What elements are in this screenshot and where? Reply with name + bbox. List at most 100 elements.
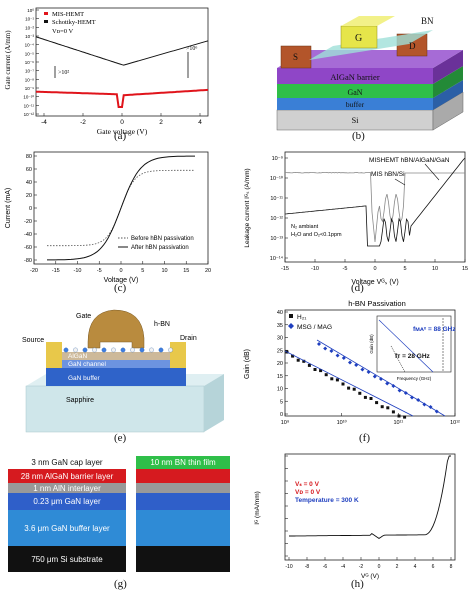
xtick-label: 4 <box>198 119 202 126</box>
label-gate: Gate <box>76 313 91 320</box>
ytick-label: 10⁻¹⁰ <box>23 95 34 100</box>
xtick-label: 10 <box>161 268 167 274</box>
panel-a-label: (a) <box>114 130 126 142</box>
h21-point <box>353 388 356 391</box>
layer-gan-cap: 3 nm GaN cap layer <box>8 456 126 470</box>
inset-ylabel: Gain (dB) <box>369 334 374 354</box>
label-hbn: h-BN <box>154 321 170 328</box>
xtick-label: -4 <box>41 119 47 126</box>
device-3d-b: S G D BN AlGaN barrier GaN buffer Si <box>237 0 474 148</box>
ytick-label: -60 <box>24 245 32 251</box>
label-bn: BN <box>421 16 434 26</box>
label-gan-buffer: GaN buffer <box>68 375 101 382</box>
layer-gan-buffer: 3.6 μm GaN buffer layer <box>8 510 126 546</box>
panel-g-label: (g) <box>114 578 127 590</box>
gan-channel <box>46 360 186 368</box>
chart-c-ylabel: Current (mA) <box>5 188 12 228</box>
chart-a: Gate current (A/mm) Gate voltage (V) 10⁰… <box>0 0 237 148</box>
ytick-label: 10⁻⁴ <box>25 43 34 48</box>
annotation-d1: MISHEMT hBN/AlGaN/GaN <box>369 157 450 164</box>
chart-h: Iᴳ (mA/mm) Vᴳ (V) -10 -8 -6 -4 -2 0 2 4 6 8 Vₛ = … <box>237 448 474 594</box>
xtick-label: -2 <box>359 564 364 570</box>
hbn-atom <box>92 348 96 352</box>
xtick-label: -10 <box>311 266 319 272</box>
ytick-label: 10⁻¹¹ <box>24 103 35 108</box>
sapphire <box>26 386 204 432</box>
gan-buffer <box>46 368 186 386</box>
panel-d: Leakage current Iᴳₛ (A/mm) Voltage Vᴳₛ (… <box>237 148 474 298</box>
layer-gan: 0.23 μm GaN layer <box>8 493 126 510</box>
msg-point <box>336 354 340 358</box>
h21-point <box>398 415 401 418</box>
ytick-label: 10⁻¹⁰ <box>270 175 284 182</box>
ytick-label: 80 <box>26 154 32 160</box>
ytick-label: 25 <box>277 348 283 354</box>
chart-d-frame <box>285 152 465 262</box>
h21-point <box>297 359 300 362</box>
xtick-label: -5 <box>343 266 348 272</box>
inset-frame <box>377 316 451 372</box>
ytick-label: 10⁻¹⁴ <box>270 255 284 262</box>
ytick-label: 10⁻¹¹ <box>270 196 283 202</box>
layer-r-algan <box>136 469 230 483</box>
hbn-atom <box>83 348 87 352</box>
layer-stack-left: 3 nm GaN cap layer 28 nm AlGaN barrier l… <box>8 456 126 572</box>
label-gan-channel: GaN channel <box>68 361 106 368</box>
panel-b: S G D BN AlGaN barrier GaN buffer Si (b) <box>237 0 474 148</box>
xtick-label: 10¹⁰ <box>337 419 348 426</box>
ytick-label: 60 <box>26 167 32 173</box>
device-cross-e: Gate h-BN Source Drain AlGaN GaN channel… <box>0 298 237 448</box>
chart-h-frame <box>285 454 455 560</box>
ytick-label: 10⁻⁵ <box>25 51 34 56</box>
xtick-label: 15 <box>462 266 468 272</box>
xtick-label: -6 <box>323 564 328 570</box>
panel-g: 3 nm GaN cap layer 28 nm AlGaN barrier l… <box>0 448 237 594</box>
ytick-label: 10⁻⁸ <box>25 77 34 82</box>
layer-aln-interlayer: 1 nm AlN interlayer <box>8 483 126 493</box>
xtick-label: 5 <box>403 266 406 272</box>
panel-b-label: (b) <box>352 130 365 142</box>
hbn-layer <box>64 348 173 352</box>
series-schottky <box>36 37 208 65</box>
hbn-atom <box>102 348 106 352</box>
legend-msg: MSG / MAG <box>297 324 332 331</box>
chart-a-ylabel: Gate current (A/mm) <box>4 30 12 90</box>
ytick-label: 10⁻¹² <box>24 112 35 117</box>
panel-e: Gate h-BN Source Drain AlGaN GaN channel… <box>0 298 237 448</box>
label-d: D <box>409 41 416 51</box>
h21-point <box>336 378 339 381</box>
ytick-label: 40 <box>277 310 283 316</box>
xtick-label: 10⁹ <box>281 419 289 426</box>
annotation-fmax: fᴍᴀˣ = 88 GHz <box>413 326 456 333</box>
hbn-atom <box>64 348 68 352</box>
xtick-label: 6 <box>432 564 435 570</box>
panel-a: Gate current (A/mm) Gate voltage (V) 10⁰… <box>0 0 237 148</box>
source-pad <box>46 342 62 368</box>
xtick-label: -4 <box>341 564 346 570</box>
layer-r-aln <box>136 483 230 493</box>
h21-point <box>386 406 389 409</box>
h21-point <box>358 392 361 395</box>
chart-h-ylabel: Iᴳ (mA/mm) <box>254 491 261 525</box>
xtick-label: -10 <box>285 564 292 570</box>
ytick-label: 10 <box>277 387 283 393</box>
algan <box>46 352 186 360</box>
msg-point <box>323 347 327 351</box>
hbn-atom <box>168 348 172 352</box>
layer-algan-barrier: 28 nm AlGaN barrier layer <box>8 469 126 483</box>
xtick-label: 4 <box>414 564 417 570</box>
layer-r-si <box>136 546 230 572</box>
ytick-label: 10⁻² <box>25 25 34 30</box>
gate-electrode <box>88 310 144 348</box>
msg-point <box>317 342 321 346</box>
label-sapphire: Sapphire <box>66 397 94 404</box>
ytick-label: 20 <box>26 193 32 199</box>
ytick-label: 10⁻³ <box>25 34 34 39</box>
panel-e-label: (e) <box>114 432 126 444</box>
arrow-d1 <box>425 164 439 180</box>
xtick-label: 15 <box>183 268 189 274</box>
xtick-label: 0 <box>120 119 124 126</box>
h21-point <box>330 377 333 380</box>
h21-point <box>347 387 350 390</box>
ytick-label: 5 <box>280 399 283 405</box>
